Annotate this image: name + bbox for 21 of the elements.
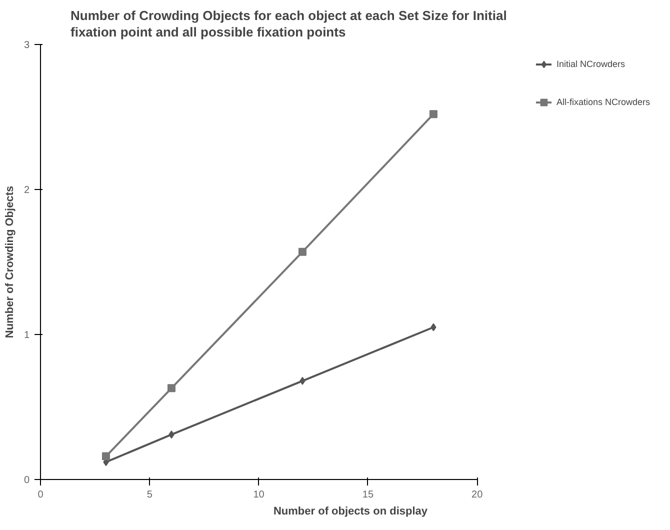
point [300, 376, 306, 385]
point [167, 384, 176, 392]
y-tick-label: 1 [24, 330, 30, 341]
x-tick-label: 5 [146, 490, 153, 500]
x-tick-label: 15 [362, 490, 374, 500]
y-tick-label: 0 [24, 475, 30, 486]
point [168, 430, 174, 439]
point [430, 323, 436, 332]
point [298, 248, 306, 256]
point [429, 110, 438, 118]
x-axis-title: Number of objects on display [273, 506, 428, 518]
x-tick-label: 10 [253, 490, 265, 500]
x-tick-label: 0 [38, 490, 44, 500]
y-tick-label: 3 [24, 40, 30, 51]
x-tick-label: 20 [472, 490, 484, 500]
legend-label: All-fixations NCrowders [556, 97, 650, 107]
point [102, 452, 110, 460]
y-axis-title: Number of Crowding Objects [4, 186, 16, 338]
y-tick-label: 2 [24, 185, 30, 196]
legend-label: Initial NCrowders [556, 59, 625, 69]
chart-title: Number of Crowding Objects for each object at each Set Size for Initial fixation point and all possible fixation points [70, 8, 507, 40]
